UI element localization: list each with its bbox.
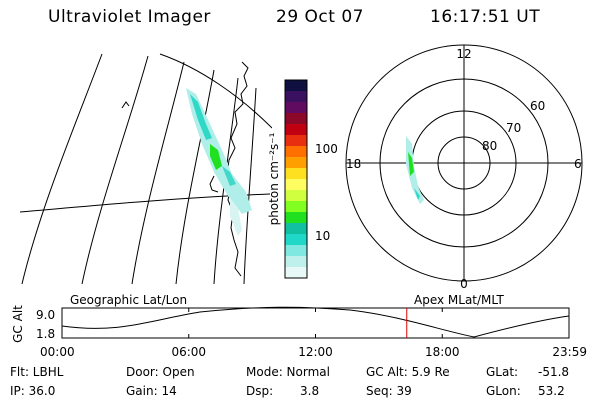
polar-label-60: 60 — [530, 99, 545, 113]
colorbar-swatch — [285, 168, 307, 180]
timeline-x-tick-label: 23:59 — [552, 345, 587, 359]
app-title: Ultraviolet Imager — [48, 7, 211, 27]
coastline — [121, 101, 130, 109]
info-dsp-label: Dsp: — [246, 384, 274, 398]
altitude-curve — [61, 306, 570, 338]
polar-plot: 12 0 18 6 60 70 80 — [345, 44, 583, 290]
polar-label-6: 6 — [574, 157, 582, 171]
colorbar-gradient — [285, 80, 307, 279]
info-dsp-value: 3.8 — [300, 384, 320, 398]
colorbar-swatch — [285, 80, 307, 92]
longitude-line — [243, 87, 257, 285]
info-seq: Seq: 39 — [366, 384, 412, 398]
timeline-x-tick-label: 00:00 — [40, 345, 75, 359]
info-glon-value: 53.2 — [538, 384, 565, 398]
colorbar-swatch — [285, 201, 307, 213]
info-glon-label: GLon: — [486, 384, 521, 398]
colorbar-tick-100: 100 — [315, 142, 338, 156]
colorbar-swatch — [285, 146, 307, 158]
colorbar-swatch — [285, 223, 307, 235]
time-label: 16:17:51 UT — [430, 7, 541, 27]
colorbar-swatch — [285, 212, 307, 224]
timeline-y-axis-label: GC Alt — [11, 305, 25, 343]
colorbar-tick-10: 10 — [315, 229, 331, 243]
info-glat-value: -51.8 — [538, 365, 570, 379]
timeline-x-tick-label: 12:00 — [298, 345, 333, 359]
colorbar-swatch — [285, 91, 307, 103]
colorbar-swatch — [285, 157, 307, 169]
colorbar-swatch — [285, 190, 307, 202]
colorbar-swatch — [285, 267, 307, 279]
timeline-x-tick-label: 18:00 — [425, 345, 460, 359]
latitude-line — [159, 53, 272, 129]
timeline-y-top: 9.0 — [36, 308, 55, 322]
aurora-emission — [186, 88, 252, 236]
polar-label-80: 80 — [482, 139, 497, 153]
altitude-timeline: GC Alt 9.0 1.8 00:00 06:00 12:00 18:00 23:59 — [11, 305, 587, 359]
colorbar-swatch — [285, 245, 307, 257]
colorbar-unit-label: photon cm⁻²s⁻¹ — [267, 132, 281, 225]
geographic-map — [19, 53, 272, 285]
colorbar-swatch — [285, 179, 307, 191]
coastline — [209, 175, 219, 193]
longitude-line — [81, 55, 149, 285]
longitude-line — [21, 53, 103, 285]
timeline-frame — [61, 307, 570, 339]
info-glat-label: GLat: — [486, 365, 519, 379]
coastline — [226, 61, 249, 277]
timeline-left-title: Geographic Lat/Lon — [70, 293, 188, 307]
timeline-x-tick-label: 06:00 — [171, 345, 206, 359]
colorbar-swatch — [285, 256, 307, 268]
timeline-right-title: Apex MLat/MLT — [414, 293, 504, 307]
colorbar-swatch — [285, 234, 307, 246]
colorbar-swatch — [285, 102, 307, 114]
polar-label-12: 12 — [456, 47, 471, 61]
polar-label-70: 70 — [506, 121, 521, 135]
info-door: Door: Open — [126, 365, 195, 379]
longitude-line — [175, 69, 215, 285]
polar-aurora-emission — [406, 136, 424, 204]
longitude-line — [131, 61, 185, 285]
info-mode: Mode: Normal — [246, 365, 330, 379]
info-ip: IP: 36.0 — [10, 384, 56, 398]
colorbar: photon cm⁻²s⁻¹ — [267, 79, 308, 279]
colorbar-swatch — [285, 124, 307, 136]
info-gc-alt: GC Alt: 5.9 Re — [366, 365, 450, 379]
info-flt: Flt: LBHL — [10, 365, 64, 379]
info-gain: Gain: 14 — [126, 384, 177, 398]
timeline-y-bottom: 1.8 — [36, 327, 55, 341]
colorbar-swatch — [285, 135, 307, 147]
polar-label-0: 0 — [460, 277, 468, 290]
colorbar-swatch — [285, 113, 307, 125]
polar-label-18: 18 — [346, 157, 361, 171]
date-label: 29 Oct 07 — [276, 7, 364, 27]
